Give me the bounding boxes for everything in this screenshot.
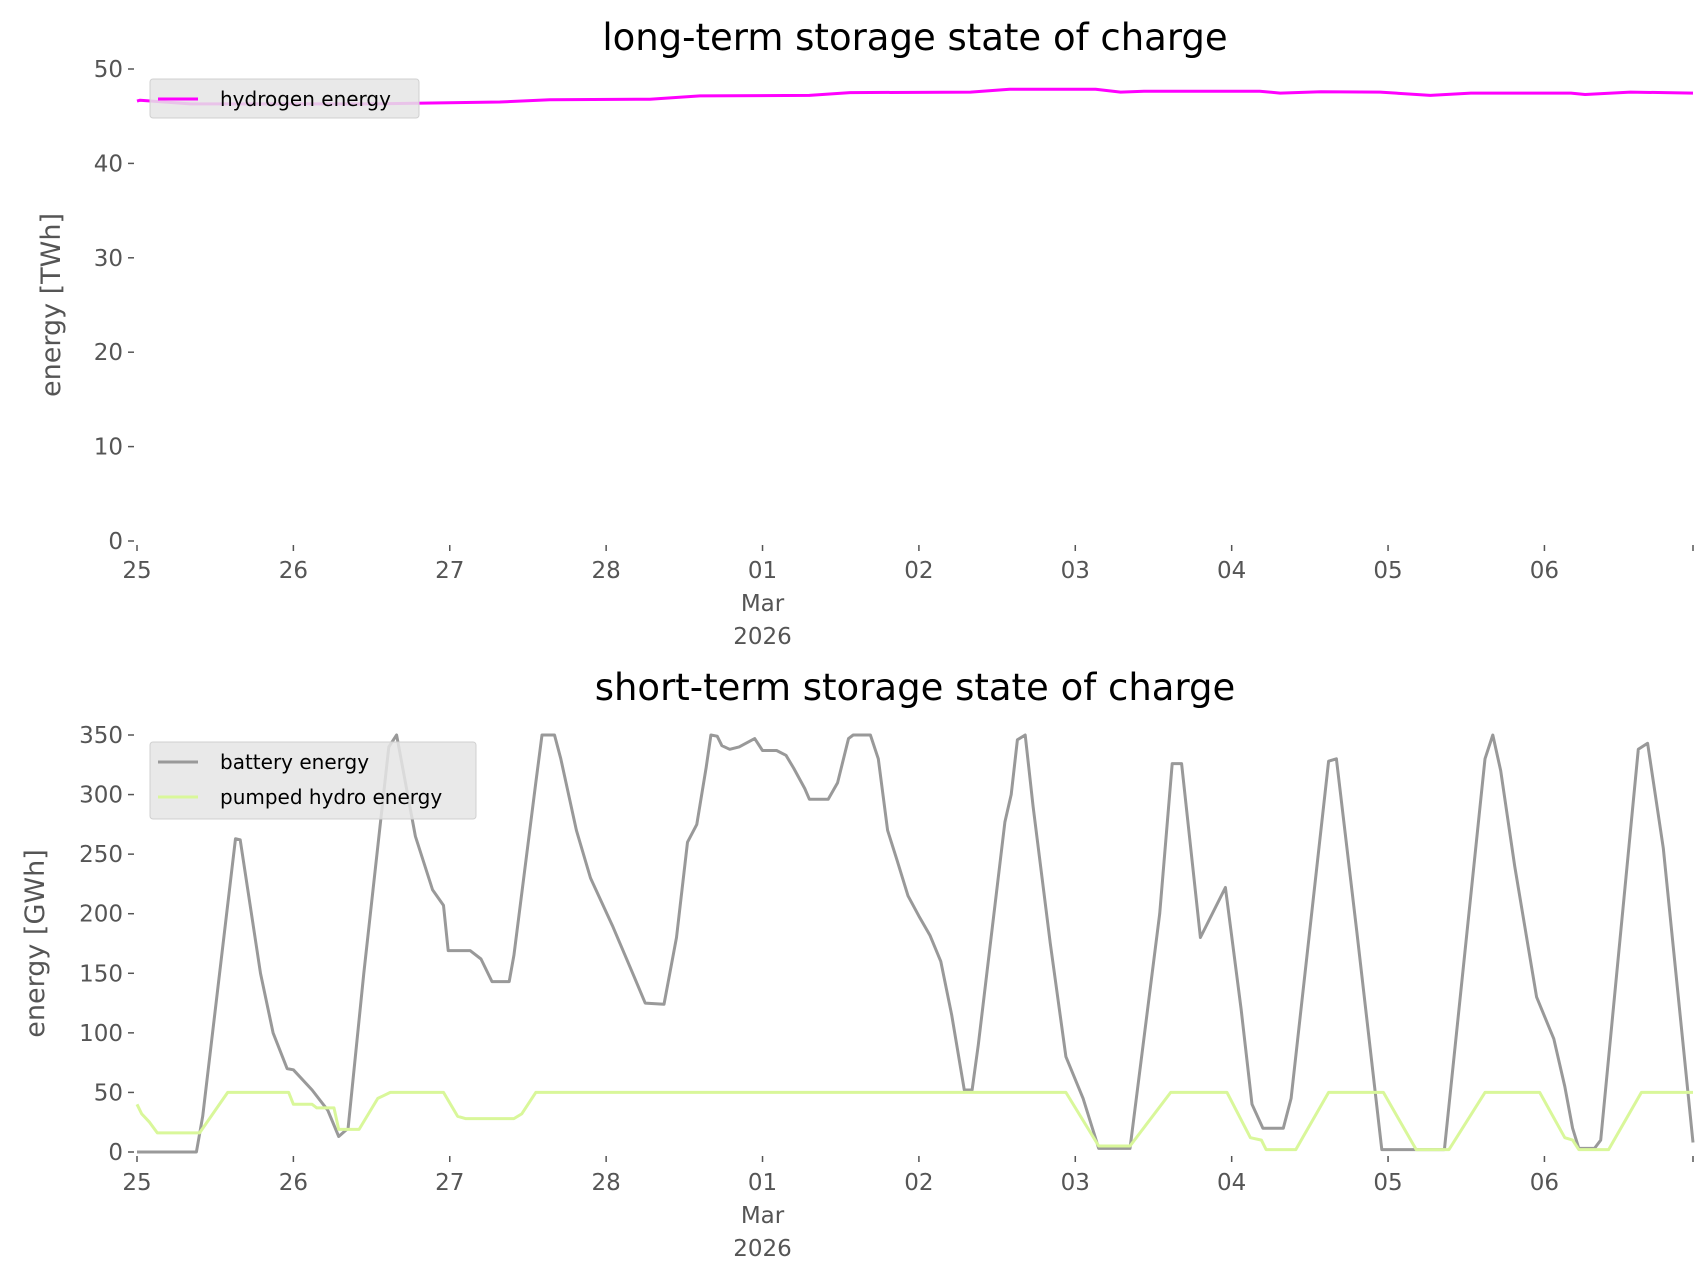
x-tick-label: 27 xyxy=(435,1170,464,1196)
legend-label: battery energy xyxy=(220,750,369,774)
x-tick-label: 03 xyxy=(1061,1170,1090,1196)
y-tick-label: 30 xyxy=(94,246,123,272)
x-tick-label: 01 xyxy=(748,1170,777,1196)
y-axis-label: energy [TWh] xyxy=(36,213,67,397)
y-tick-label: 10 xyxy=(94,435,123,461)
y-tick-label: 40 xyxy=(94,151,123,177)
x-tick-label: 02 xyxy=(904,558,933,584)
legend: battery energy pumped hydro energy xyxy=(149,741,477,820)
legend: hydrogen energy xyxy=(149,78,420,119)
x-tick-label: 04 xyxy=(1217,558,1246,584)
x-tick-sublabel: 2026 xyxy=(733,624,792,650)
x-tick-label: 05 xyxy=(1373,1170,1402,1196)
y-tick-label: 50 xyxy=(94,57,123,83)
y-tick-label: 0 xyxy=(108,1140,123,1166)
x-tick-sublabel: 2026 xyxy=(733,1236,792,1262)
legend-box xyxy=(149,78,420,119)
x-tick-sublabel: Mar xyxy=(741,1203,785,1229)
x-tick-label: 26 xyxy=(279,1170,308,1196)
x-tick-label: 01 xyxy=(748,558,777,584)
y-axis-label: energy [GWh] xyxy=(20,849,51,1037)
x-tick-label: 06 xyxy=(1530,558,1559,584)
x-tick-label: 03 xyxy=(1061,558,1090,584)
y-tick-label: 20 xyxy=(94,340,123,366)
y-tick-label: 50 xyxy=(94,1080,123,1106)
y-tick-label: 200 xyxy=(79,902,123,928)
y-tick-label: 0 xyxy=(108,529,123,555)
x-tick-label: 25 xyxy=(122,1170,151,1196)
x-tick-label: 28 xyxy=(592,1170,621,1196)
x-tick-label: 02 xyxy=(904,1170,933,1196)
x-tick-label: 05 xyxy=(1373,558,1402,584)
series-line-pumped-hydro-energy xyxy=(135,1090,1693,1152)
y-tick-label: 300 xyxy=(79,783,123,809)
legend-label: hydrogen energy xyxy=(220,87,391,111)
x-tick-label: 06 xyxy=(1530,1170,1559,1196)
series-line-battery-energy xyxy=(137,733,1695,1154)
x-tick-label: 28 xyxy=(592,558,621,584)
y-tick-label: 150 xyxy=(79,961,123,987)
chart-title: short-term storage state of charge xyxy=(595,666,1236,709)
y-tick-label: 350 xyxy=(79,723,123,749)
x-tick-label: 25 xyxy=(122,558,151,584)
x-tick-label: 26 xyxy=(279,558,308,584)
legend-label: pumped hydro energy xyxy=(220,785,442,809)
y-tick-label: 250 xyxy=(79,842,123,868)
chart-title: long-term storage state of charge xyxy=(602,16,1227,59)
x-tick-sublabel: Mar xyxy=(741,591,785,617)
x-tick-label: 27 xyxy=(435,558,464,584)
legend-box xyxy=(149,741,477,820)
series-line-hydrogen-energy xyxy=(136,87,1694,106)
x-tick-label: 04 xyxy=(1217,1170,1246,1196)
y-tick-label: 100 xyxy=(79,1021,123,1047)
chart-panel-long-term: 0 10 20 30 40 50 25 26 27 28 01 Mar 2026 02 03 04 05 06 lo… xyxy=(36,16,1694,650)
